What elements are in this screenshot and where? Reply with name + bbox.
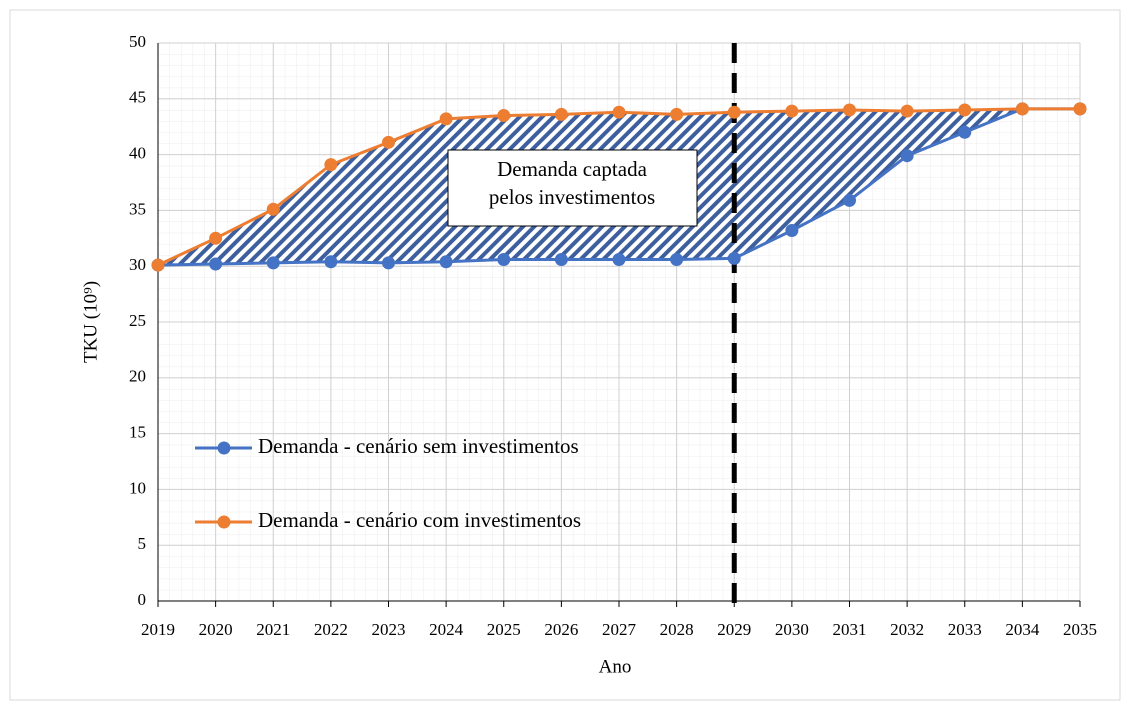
x-tick-label: 2031	[833, 620, 867, 639]
data-point	[670, 253, 684, 267]
x-tick-label: 2025	[487, 620, 521, 639]
data-point	[324, 255, 338, 269]
x-tick-label: 2021	[256, 620, 290, 639]
data-point	[843, 103, 856, 117]
data-point	[1015, 102, 1029, 116]
data-point	[958, 125, 972, 139]
data-point	[958, 103, 972, 117]
data-point	[266, 256, 280, 270]
y-tick-label: 30	[129, 255, 146, 274]
data-point	[900, 104, 914, 118]
data-point	[324, 158, 338, 172]
data-point	[554, 107, 568, 121]
legend-label: Demanda - cenário com investimentos	[258, 508, 581, 532]
x-tick-label: 2024	[429, 620, 464, 639]
data-point	[670, 107, 684, 121]
data-point	[382, 256, 395, 270]
annotation-text: Demanda captada	[497, 157, 648, 181]
x-tick-label: 2026	[544, 620, 578, 639]
y-tick-label: 35	[129, 199, 146, 218]
data-point	[439, 255, 453, 269]
data-point	[209, 231, 223, 245]
x-tick-label: 2030	[775, 620, 809, 639]
data-point	[785, 104, 799, 118]
data-point	[785, 223, 799, 237]
data-point	[612, 253, 626, 267]
annotation-box	[447, 149, 698, 227]
y-tick-label: 45	[129, 88, 146, 107]
x-tick-label: 2034	[1005, 620, 1040, 639]
data-point	[151, 258, 165, 272]
y-tick-label: 5	[138, 534, 147, 553]
data-point	[612, 105, 626, 119]
x-tick-label: 2020	[199, 620, 233, 639]
data-point	[497, 109, 511, 123]
x-tick-label: 2035	[1063, 620, 1097, 639]
legend-marker	[217, 515, 231, 529]
data-point	[266, 202, 280, 216]
x-tick-label: 2029	[717, 620, 751, 639]
y-axis-label: TKU (10⁹)	[80, 281, 101, 363]
data-point	[843, 193, 856, 207]
y-tick-label: 50	[129, 32, 146, 51]
y-tick-label: 0	[138, 590, 147, 609]
x-tick-label: 2023	[372, 620, 406, 639]
y-tick-label: 20	[129, 367, 146, 386]
legend-marker	[217, 441, 231, 455]
data-point	[900, 149, 914, 163]
x-tick-label: 2028	[660, 620, 694, 639]
legend-label: Demanda - cenário sem investimentos	[258, 434, 579, 458]
x-axis-label: Ano	[599, 656, 632, 677]
data-point	[727, 251, 741, 265]
x-tick-label: 2019	[141, 620, 175, 639]
x-tick-label: 2027	[602, 620, 637, 639]
data-point	[554, 253, 568, 267]
data-point	[497, 253, 511, 267]
x-tick-label: 2022	[314, 620, 348, 639]
data-point	[1073, 102, 1087, 116]
x-tick-label: 2032	[890, 620, 924, 639]
annotation-text: pelos investimentos	[489, 185, 655, 209]
y-tick-label: 15	[129, 423, 146, 442]
data-point	[727, 105, 741, 119]
x-tick-label: 2033	[948, 620, 982, 639]
y-tick-label: 10	[129, 478, 146, 497]
data-point	[439, 112, 453, 126]
y-tick-label: 40	[129, 144, 146, 163]
y-tick-label: 25	[129, 311, 146, 330]
data-point	[382, 135, 395, 149]
data-point	[209, 257, 223, 271]
